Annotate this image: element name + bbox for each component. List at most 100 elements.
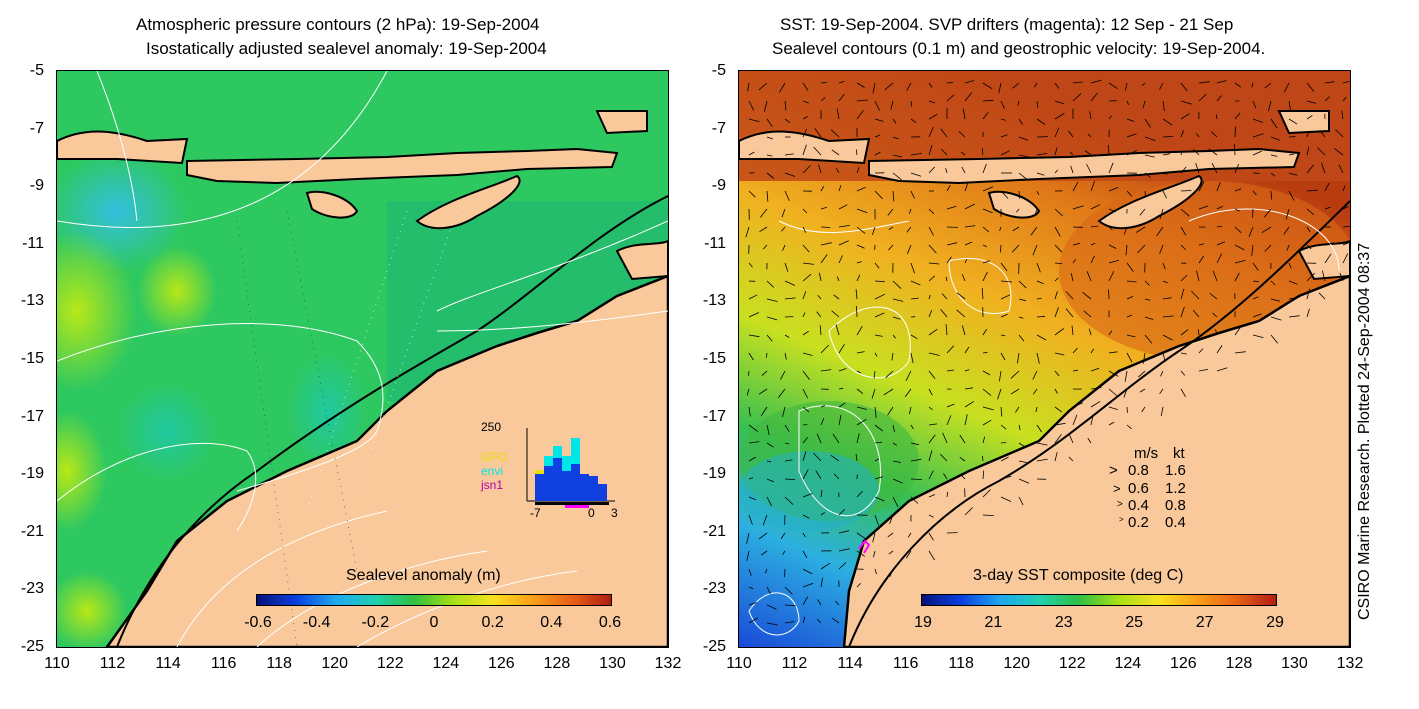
velocity-arrow	[1000, 118, 1006, 121]
velocity-arrow	[1141, 406, 1146, 413]
latitude-tick-label: -17	[702, 407, 726, 425]
velocity-arrow	[1144, 172, 1151, 178]
velocity-arrow	[928, 226, 934, 236]
velocity-arrow	[1124, 82, 1128, 91]
latitude-tick-label: -11	[704, 234, 726, 252]
velocity-arrow	[748, 151, 755, 156]
velocity-arrow	[856, 550, 866, 557]
anomaly-low-blob	[117, 381, 217, 481]
velocity-arrow	[1054, 452, 1058, 462]
velocity-arrow	[1032, 244, 1038, 256]
velocity-arrow	[906, 226, 912, 233]
velocity-arrow	[1070, 273, 1074, 282]
sealevel-contour	[798, 405, 881, 517]
velocity-arrow	[746, 550, 750, 561]
velocity-arrow	[964, 225, 976, 228]
velocity-arrow	[748, 602, 757, 606]
velocity-arrow	[997, 388, 1002, 400]
velocity-arrow	[1086, 271, 1092, 282]
velocity-arrow	[946, 242, 958, 246]
velocity-legend-arrow-0.2: >	[1119, 515, 1124, 524]
left-title-line1: Atmospheric pressure contours (2 hPa): 1…	[136, 15, 540, 34]
velocity-arrow	[1054, 277, 1059, 282]
velocity-arrow	[1054, 169, 1059, 174]
velocity-arrow	[982, 328, 988, 336]
velocity-arrow	[892, 496, 899, 507]
velocity-arrow	[855, 149, 858, 156]
velocity-arrow	[766, 172, 775, 179]
velocity-arrow	[856, 370, 861, 374]
velocity-arrow	[1306, 288, 1310, 300]
velocity-arrow	[1126, 314, 1132, 318]
velocity-arrow	[874, 280, 885, 283]
velocity-arrow	[1017, 100, 1020, 106]
velocity-arrow	[874, 100, 880, 111]
velocity-arrow	[1180, 388, 1186, 398]
velocity-arrow	[1324, 206, 1331, 210]
velocity-legend-header-kt: kt	[1173, 445, 1185, 462]
velocity-arrow	[874, 568, 877, 575]
velocity-arrow	[838, 562, 847, 570]
velocity-arrow	[1108, 370, 1119, 377]
velocity-arrow	[1000, 280, 1013, 283]
right-map-frame	[738, 70, 1351, 648]
velocity-arrow	[1341, 110, 1344, 120]
velocity-arrow	[820, 417, 825, 426]
velocity-arrow	[941, 148, 948, 156]
velocity-arrow	[1054, 244, 1063, 253]
pressure-contour	[57, 71, 388, 228]
velocity-arrow	[1108, 388, 1118, 397]
velocity-arrow	[784, 442, 790, 445]
velocity-arrow	[1123, 226, 1128, 235]
velocity-arrow	[961, 474, 966, 480]
velocity-arrow	[1018, 280, 1027, 289]
velocity-arrow	[815, 470, 822, 480]
velocity-arrow	[1090, 79, 1102, 84]
velocity-arrow	[1036, 442, 1048, 446]
velocity-arrow	[1286, 244, 1290, 251]
velocity-arrow	[1054, 147, 1058, 156]
velocity-arrow	[1054, 388, 1058, 394]
velocity-arrow	[784, 459, 793, 462]
velocity-arrow	[838, 255, 843, 264]
velocity-arrow	[781, 208, 786, 218]
velocity-arrow	[998, 82, 1002, 94]
velocity-arrow	[1288, 190, 1295, 201]
velocity-arrow	[748, 477, 754, 480]
velocity-arrow	[1072, 414, 1078, 426]
velocity-arrow	[1180, 274, 1188, 282]
shelf-edge-contour	[848, 200, 1350, 647]
velocity-arrow	[1108, 208, 1116, 213]
velocity-arrow	[892, 280, 902, 289]
colorbar-tick-label: 25	[1125, 614, 1144, 631]
velocity-arrow	[802, 352, 813, 356]
velocity-arrow	[961, 273, 966, 282]
velocity-arrow	[1252, 190, 1257, 196]
velocity-arrow	[946, 491, 949, 498]
velocity-arrow	[856, 99, 868, 102]
velocity-arrow	[1162, 262, 1166, 270]
velocity-arrow	[1159, 82, 1164, 90]
velocity-arrow	[1138, 370, 1146, 378]
velocity-arrow	[1000, 262, 1008, 272]
velocity-arrow	[999, 370, 1002, 382]
velocity-arrow	[1159, 388, 1164, 395]
velocity-arrow	[802, 469, 809, 480]
velocity-arrow	[1252, 262, 1259, 271]
velocity-arrow	[1090, 204, 1101, 210]
velocity-arrow	[1000, 313, 1008, 318]
velocity-arrow	[856, 186, 866, 192]
velocity-arrow	[1108, 162, 1114, 174]
velocity-arrow	[1251, 82, 1254, 88]
velocity-arrow	[832, 433, 840, 444]
velocity-arrow	[1270, 334, 1279, 344]
velocity-arrow	[802, 493, 813, 498]
velocity-arrow	[1324, 253, 1332, 264]
velocity-arrow	[874, 293, 886, 300]
velocity-arrow	[838, 225, 850, 228]
velocity-arrow	[943, 473, 948, 480]
velocity-arrow	[945, 168, 948, 174]
velocity-arrow	[1000, 424, 1007, 430]
velocity-arrow	[802, 165, 811, 174]
sealevel-anomaly-map	[57, 71, 668, 647]
